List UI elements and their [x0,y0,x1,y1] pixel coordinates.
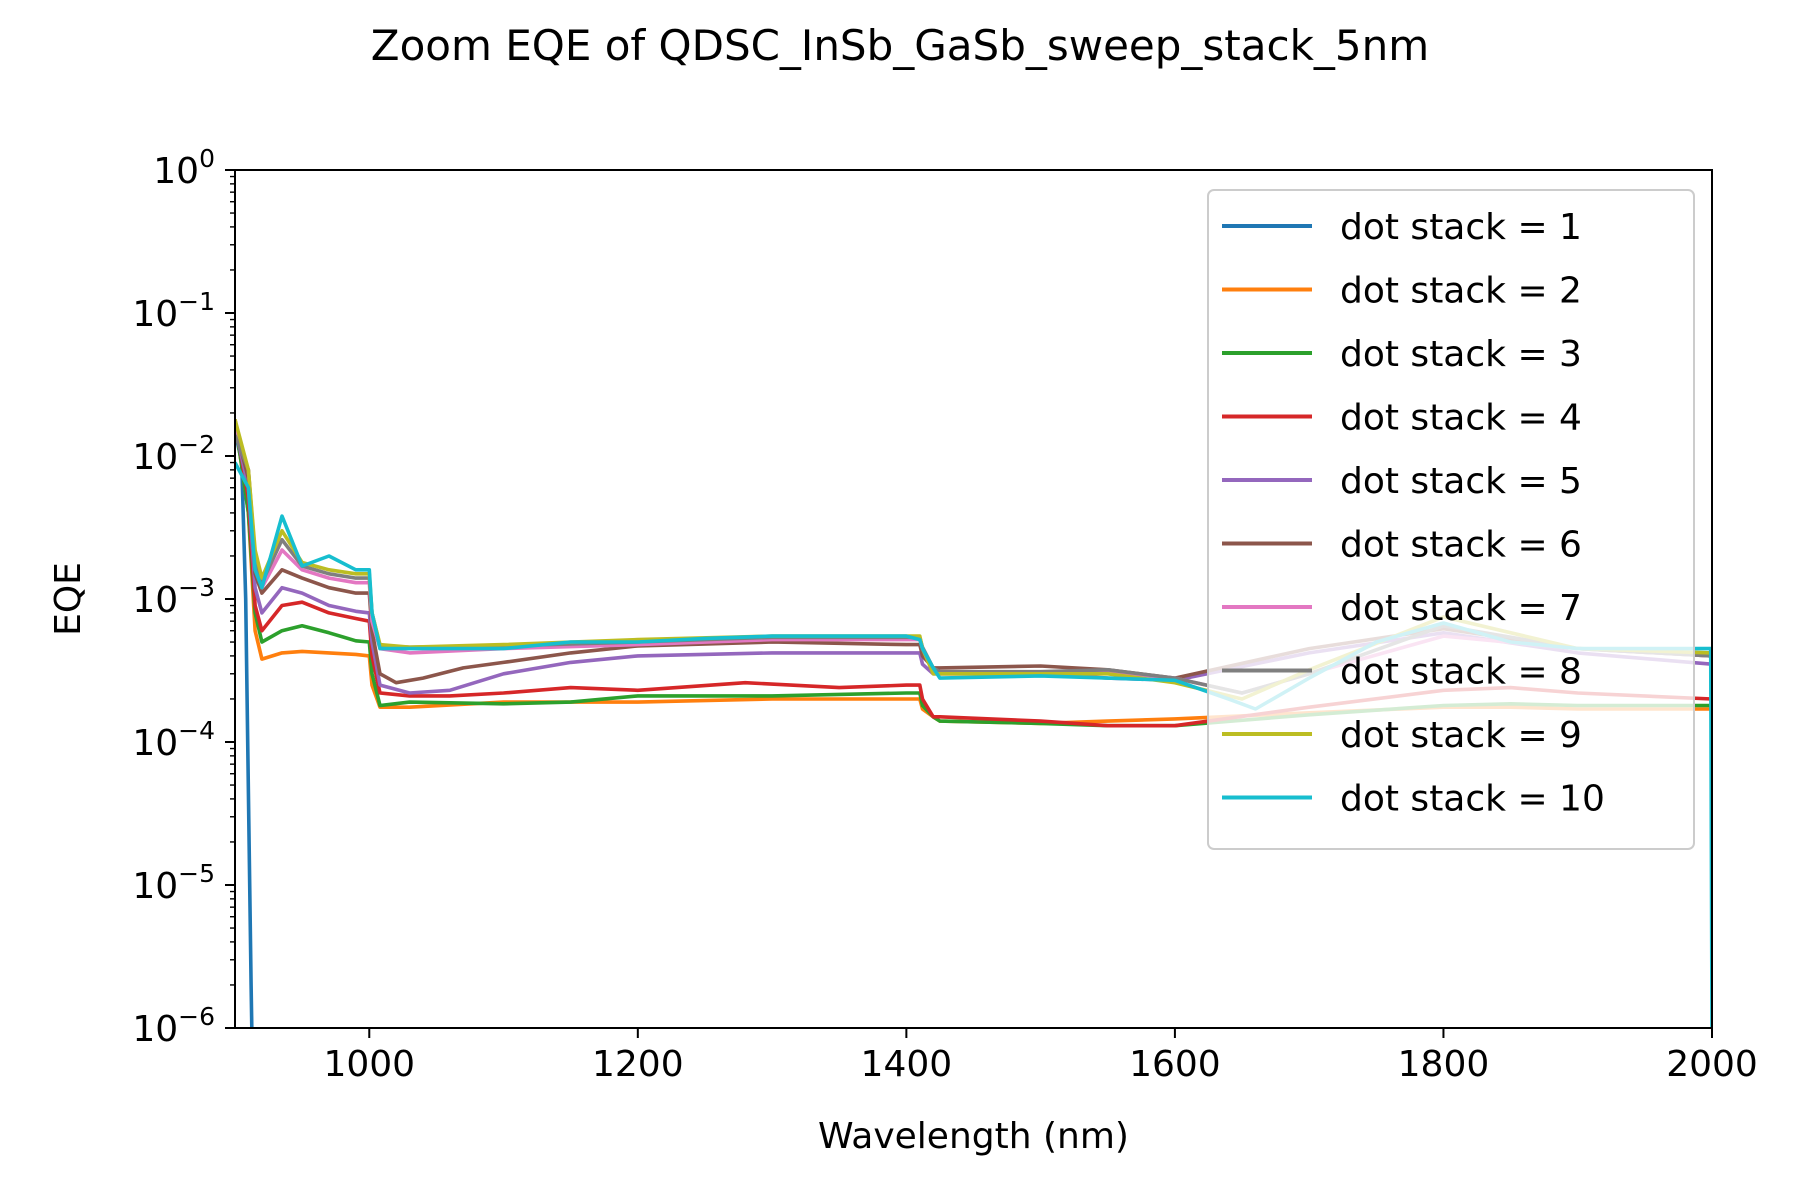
y-tick-base: 10 [132,294,178,335]
legend-label-8: dot stack = 8 [1340,652,1582,693]
y-axis-label: EQE [48,562,89,636]
y-tick-exponent: −5 [178,859,215,888]
y-tick-label: 10−5 [132,859,215,907]
legend-label-7: dot stack = 7 [1340,588,1582,629]
legend-label-4: dot stack = 4 [1340,398,1582,439]
y-tick-exponent: −3 [178,573,215,602]
series-line-4 [235,419,1712,728]
y-tick-base: 10 [153,151,199,192]
legend-label-5: dot stack = 5 [1340,461,1582,502]
y-tick-exponent: −2 [178,430,215,459]
x-tick-label: 1400 [861,1044,953,1085]
legend-label-9: dot stack = 9 [1340,715,1582,756]
y-tick-label: 10−6 [132,1002,215,1050]
legend: dot stack = 1 dot stack = 2 dot stack = 3 d… [1207,189,1695,850]
legend-label-10: dot stack = 10 [1340,779,1605,820]
y-tick-label: 100 [153,144,215,192]
y-tick-base: 10 [132,437,178,478]
y-tick-exponent: −4 [178,716,215,745]
y-tick-exponent: 0 [199,144,215,173]
x-tick-label: 1800 [1398,1044,1490,1085]
y-tick-base: 10 [132,866,178,907]
legend-label-3: dot stack = 3 [1340,334,1582,375]
y-tick-base: 10 [132,1009,178,1050]
legend-box [1207,189,1695,850]
legend-label-6: dot stack = 6 [1340,525,1582,566]
x-tick-label: 1200 [592,1044,684,1085]
x-tick-label: 1600 [1129,1044,1221,1085]
legend-label-1: dot stack = 1 [1340,207,1582,248]
y-tick-base: 10 [132,580,178,621]
y-tick-base: 10 [132,723,178,764]
x-tick-label: 1000 [323,1044,415,1085]
y-tick-label: 10−2 [132,430,215,478]
y-tick-exponent: −6 [178,1002,215,1031]
x-tick-label: 2000 [1666,1044,1758,1085]
y-tick-label: 10−3 [132,573,215,621]
y-tick-exponent: −1 [178,287,215,316]
x-axis-label: Wavelength (nm) [818,1116,1129,1157]
y-tick-label: 10−1 [132,287,215,335]
x-axis: 1000 1200 1400 1600 1800 2000 [323,1028,1758,1085]
y-tick-label: 10−4 [132,716,215,764]
chart-title: Zoom EQE of QDSC_InSb_GaSb_sweep_stack_5… [371,21,1429,70]
legend-label-2: dot stack = 2 [1340,271,1582,312]
